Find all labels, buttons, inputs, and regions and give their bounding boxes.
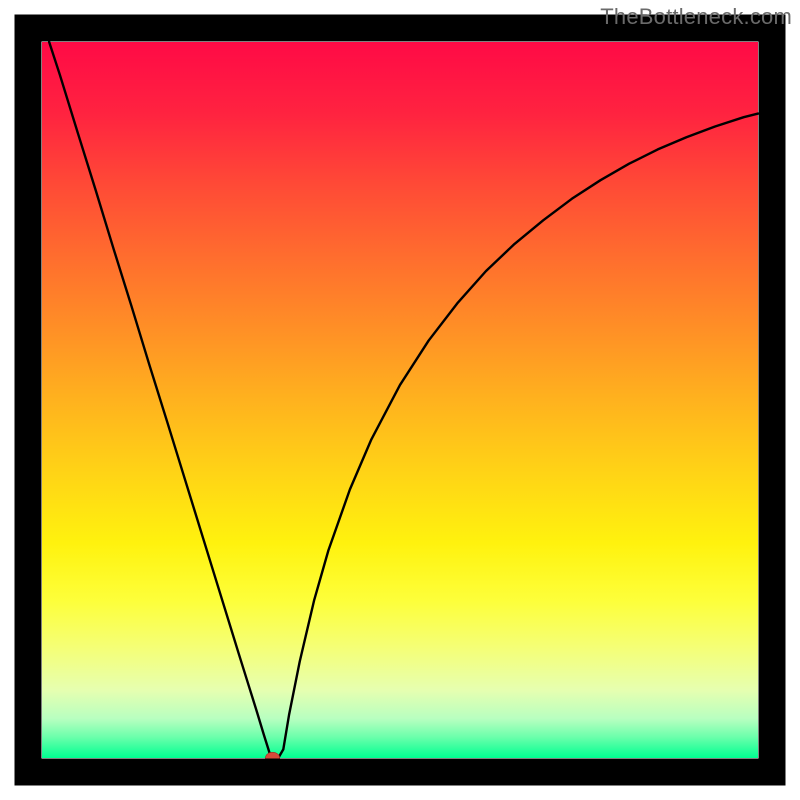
chart-container: TheBottleneck.com [0,0,800,800]
bottleneck-chart [0,0,800,800]
plot-background [42,42,758,758]
watermark-text: TheBottleneck.com [600,4,792,30]
